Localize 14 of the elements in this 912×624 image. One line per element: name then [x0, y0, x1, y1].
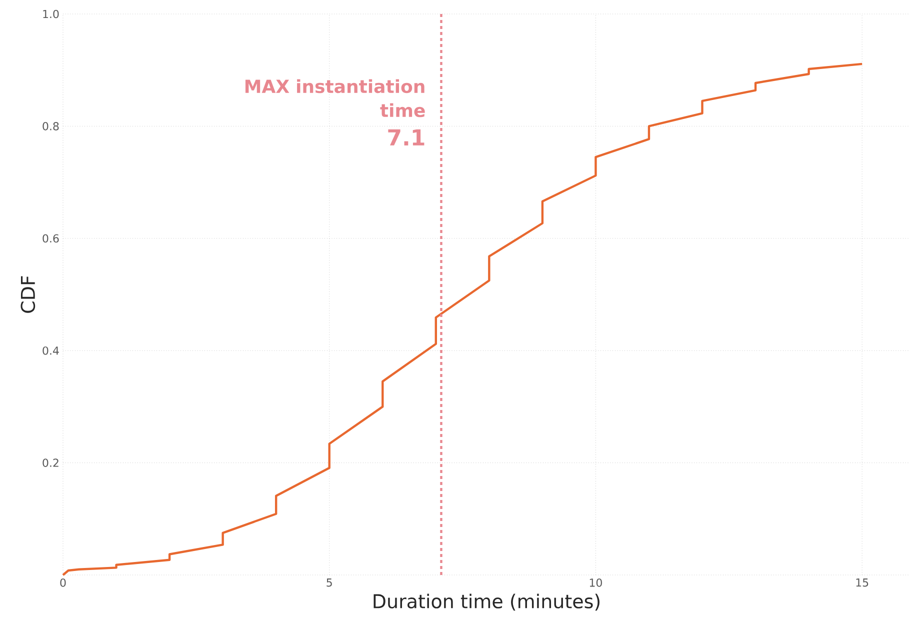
x-tick-label: 5 — [326, 578, 332, 587]
y-axis-title: CDF — [20, 276, 36, 313]
x-axis-title: Duration time (minutes) — [374, 594, 600, 611]
line-series — [62, 62, 864, 576]
y-tick-label: 0.8 — [42, 122, 59, 130]
x-tick-label: 15 — [856, 578, 868, 587]
ref-line-label: MAX instantiation time — [245, 79, 425, 118]
y-tick-label: 0.2 — [42, 458, 58, 467]
annotation: 7.1 — [388, 129, 424, 146]
y-tick-label: 0.6 — [42, 234, 59, 243]
y-tick-label: 0.4 — [42, 346, 59, 355]
x-tick-label: 0 — [60, 578, 66, 587]
y-tick-label: 1.0 — [43, 10, 59, 18]
x-tick-label: 10 — [590, 578, 602, 587]
